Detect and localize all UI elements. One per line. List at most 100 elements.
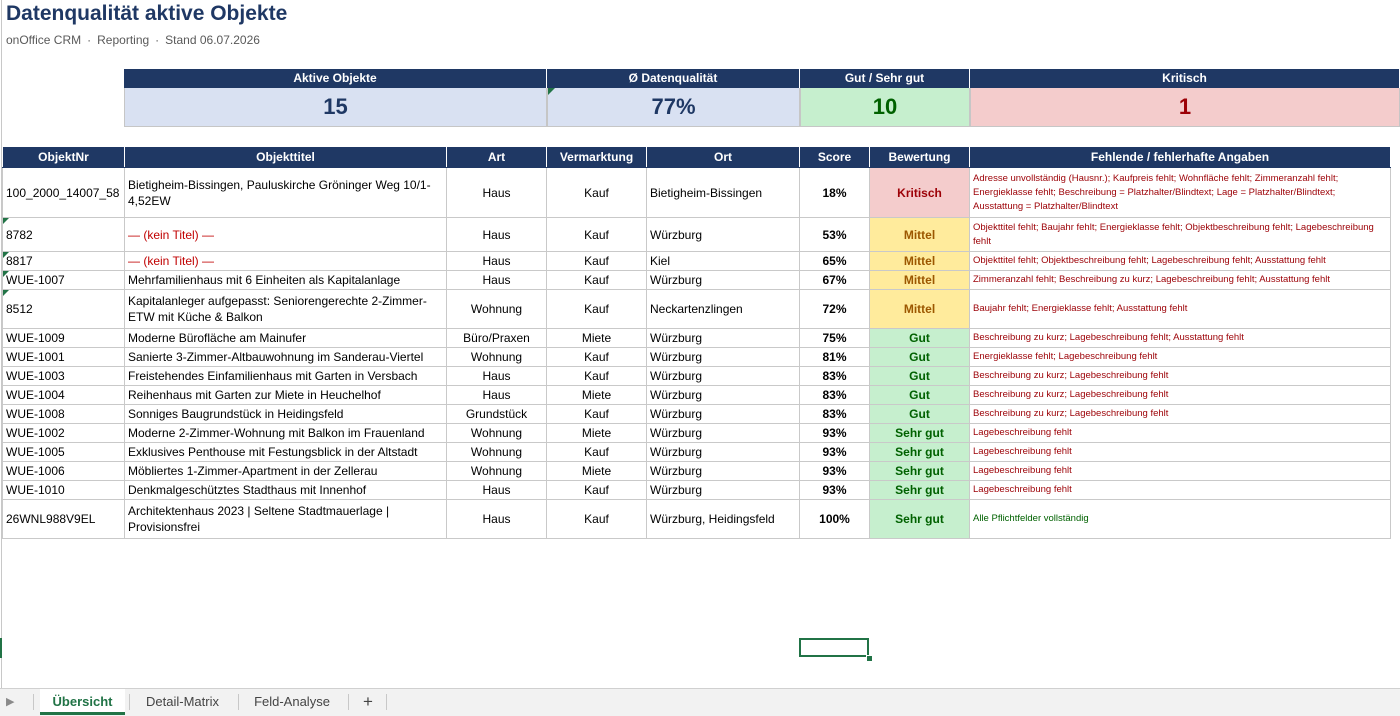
cell-art[interactable]: Wohnung (446, 442, 547, 462)
cell-score[interactable]: 93% (799, 442, 870, 462)
cell-bewertung[interactable]: Sehr gut (869, 480, 970, 500)
cell-vermarktung[interactable]: Miete (546, 328, 647, 348)
cell-vermarktung[interactable]: Kauf (546, 251, 647, 271)
cell-ort[interactable]: Würzburg (646, 423, 800, 443)
cell-vermarktung[interactable]: Kauf (546, 167, 647, 218)
kpi-critical[interactable]: Kritisch 1 (970, 69, 1400, 127)
cell-score[interactable]: 93% (799, 461, 870, 481)
cell-bewertung[interactable]: Sehr gut (869, 442, 970, 462)
cell-art[interactable]: Haus (446, 167, 547, 218)
tab-detail-matrix[interactable]: Detail-Matrix (146, 694, 219, 709)
cell-fehlende-angaben[interactable]: Adresse unvollständig (Hausnr.); Kaufpre… (969, 167, 1391, 218)
cell-vermarktung[interactable]: Kauf (546, 366, 647, 386)
cell-objekttitel[interactable]: Möbliertes 1-Zimmer-Apartment in der Zel… (124, 461, 447, 481)
cell-objekttitel[interactable]: Bietigheim-Bissingen, Pauluskirche Gröni… (124, 167, 447, 218)
cell-art[interactable]: Büro/Praxen (446, 328, 547, 348)
cell-vermarktung[interactable]: Miete (546, 423, 647, 443)
kpi-good[interactable]: Gut / Sehr gut 10 (800, 69, 970, 127)
cell-score[interactable]: 83% (799, 404, 870, 424)
cell-art[interactable]: Wohnung (446, 423, 547, 443)
cell-objektnr[interactable]: WUE-1010 (2, 480, 125, 500)
cell-objektnr[interactable]: 100_2000_14007_58 (2, 167, 125, 218)
cell-art[interactable]: Haus (446, 251, 547, 271)
cell-objektnr[interactable]: 26WNL988V9EL (2, 499, 125, 539)
cell-bewertung[interactable]: Gut (869, 366, 970, 386)
cell-bewertung[interactable]: Mittel (869, 251, 970, 271)
cell-vermarktung[interactable]: Kauf (546, 289, 647, 329)
cell-bewertung[interactable]: Gut (869, 385, 970, 405)
cell-score[interactable]: 93% (799, 423, 870, 443)
cell-vermarktung[interactable]: Kauf (546, 270, 647, 290)
col-header-fehlende-angaben[interactable]: Fehlende / fehlerhafte Angaben (969, 146, 1391, 168)
cell-ort[interactable]: Würzburg (646, 385, 800, 405)
cell-score[interactable]: 65% (799, 251, 870, 271)
cell-objektnr[interactable]: WUE-1007 (2, 270, 125, 290)
cell-objektnr[interactable]: WUE-1005 (2, 442, 125, 462)
cell-vermarktung[interactable]: Miete (546, 385, 647, 405)
cell-bewertung[interactable]: Sehr gut (869, 461, 970, 481)
cell-objekttitel[interactable]: Freistehendes Einfamilienhaus mit Garten… (124, 366, 447, 386)
cell-vermarktung[interactable]: Miete (546, 461, 647, 481)
cell-fehlende-angaben[interactable]: Energieklasse fehlt; Lagebeschreibung fe… (969, 347, 1391, 367)
cell-objekttitel[interactable]: Moderne Bürofläche am Mainufer (124, 328, 447, 348)
cell-score[interactable]: 81% (799, 347, 870, 367)
cell-objektnr[interactable]: WUE-1002 (2, 423, 125, 443)
add-sheet-button[interactable]: + (363, 692, 373, 711)
cell-ort[interactable]: Bietigheim-Bissingen (646, 167, 800, 218)
col-header-score[interactable]: Score (799, 146, 870, 168)
cell-objektnr[interactable]: WUE-1006 (2, 461, 125, 481)
col-header-art[interactable]: Art (446, 146, 547, 168)
col-header-bewertung[interactable]: Bewertung (869, 146, 970, 168)
tab-feld-analyse[interactable]: Feld-Analyse (254, 694, 330, 709)
cell-objekttitel[interactable]: Kapitalanleger aufgepasst: Seniorengerec… (124, 289, 447, 329)
cell-bewertung[interactable]: Gut (869, 347, 970, 367)
cell-objektnr[interactable]: WUE-1001 (2, 347, 125, 367)
cell-objekttitel[interactable]: Reihenhaus mit Garten zur Miete in Heuch… (124, 385, 447, 405)
cell-score[interactable]: 53% (799, 217, 870, 252)
cell-ort[interactable]: Würzburg (646, 404, 800, 424)
cell-ort[interactable]: Würzburg (646, 347, 800, 367)
cell-art[interactable]: Wohnung (446, 289, 547, 329)
cell-vermarktung[interactable]: Kauf (546, 480, 647, 500)
cell-objektnr[interactable]: 8512 (2, 289, 125, 329)
cell-score[interactable]: 75% (799, 328, 870, 348)
cell-ort[interactable]: Neckartenzlingen (646, 289, 800, 329)
cell-ort[interactable]: Würzburg (646, 366, 800, 386)
cell-objekttitel[interactable]: Sonniges Baugrundstück in Heidingsfeld (124, 404, 447, 424)
col-header-objekttitel[interactable]: Objekttitel (124, 146, 447, 168)
col-header-objektnr[interactable]: ObjektNr (2, 146, 125, 168)
cell-vermarktung[interactable]: Kauf (546, 499, 647, 539)
cell-fehlende-angaben[interactable]: Beschreibung zu kurz; Lagebeschreibung f… (969, 404, 1391, 424)
cell-vermarktung[interactable]: Kauf (546, 217, 647, 252)
cell-vermarktung[interactable]: Kauf (546, 404, 647, 424)
cell-art[interactable]: Wohnung (446, 347, 547, 367)
cell-objektnr[interactable]: WUE-1003 (2, 366, 125, 386)
cell-objekttitel[interactable]: Architektenhaus 2023 | Seltene Stadtmaue… (124, 499, 447, 539)
cell-fehlende-angaben[interactable]: Baujahr fehlt; Energieklasse fehlt; Auss… (969, 289, 1391, 329)
cell-score[interactable]: 72% (799, 289, 870, 329)
cell-score[interactable]: 67% (799, 270, 870, 290)
cell-ort[interactable]: Würzburg (646, 461, 800, 481)
cell-ort[interactable]: Würzburg (646, 480, 800, 500)
cell-fehlende-angaben[interactable]: Objekttitel fehlt; Objektbeschreibung fe… (969, 251, 1391, 271)
cell-art[interactable]: Haus (446, 366, 547, 386)
col-header-vermarktung[interactable]: Vermarktung (546, 146, 647, 168)
cell-bewertung[interactable]: Mittel (869, 270, 970, 290)
cell-score[interactable]: 83% (799, 366, 870, 386)
cell-fehlende-angaben[interactable]: Lagebeschreibung fehlt (969, 442, 1391, 462)
cell-vermarktung[interactable]: Kauf (546, 442, 647, 462)
cell-ort[interactable]: Würzburg (646, 217, 800, 252)
cell-ort[interactable]: Würzburg (646, 442, 800, 462)
cell-fehlende-angaben[interactable]: Zimmeranzahl fehlt; Beschreibung zu kurz… (969, 270, 1391, 290)
cell-ort[interactable]: Würzburg, Heidingsfeld (646, 499, 800, 539)
cell-objektnr[interactable]: 8782 (2, 217, 125, 252)
cell-score[interactable]: 18% (799, 167, 870, 218)
cell-art[interactable]: Wohnung (446, 461, 547, 481)
col-header-ort[interactable]: Ort (646, 146, 800, 168)
cell-art[interactable]: Haus (446, 385, 547, 405)
fill-handle[interactable] (866, 655, 873, 662)
cell-bewertung[interactable]: Sehr gut (869, 423, 970, 443)
cell-fehlende-angaben[interactable]: Lagebeschreibung fehlt (969, 423, 1391, 443)
cell-fehlende-angaben[interactable]: Beschreibung zu kurz; Lagebeschreibung f… (969, 328, 1391, 348)
cell-art[interactable]: Haus (446, 499, 547, 539)
